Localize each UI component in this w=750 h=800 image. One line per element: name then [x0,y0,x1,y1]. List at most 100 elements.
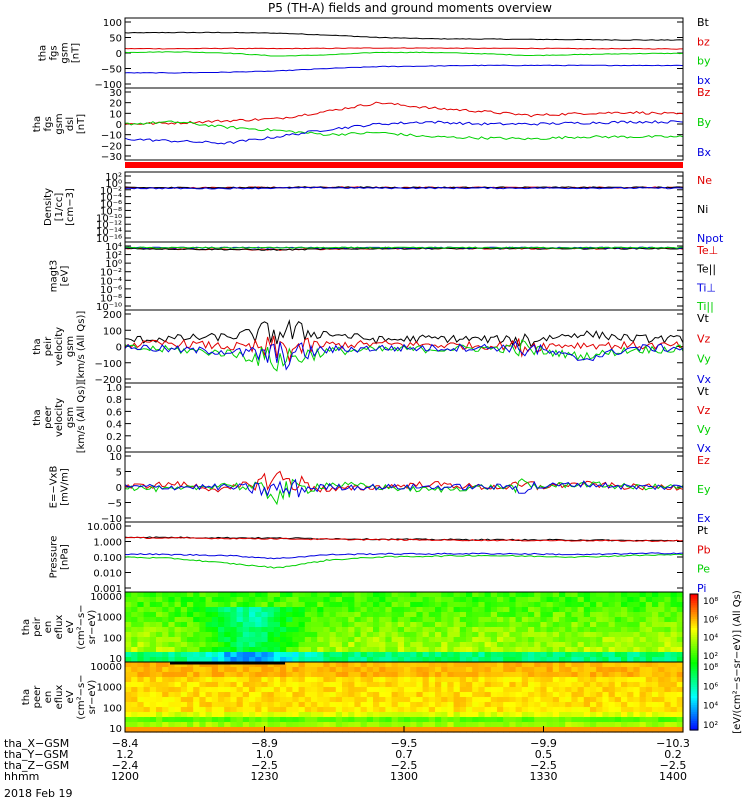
heat-cell [261,692,269,698]
heat-cell [497,602,504,608]
heat-cell [534,697,541,703]
heat-cell [230,632,238,638]
heat-cell [577,592,585,598]
panel-9-ytick-2: 100 [103,633,122,644]
heat-cell [509,657,517,663]
heat-cell [255,622,262,628]
heat-cell [149,622,157,628]
heat-cell [286,677,293,683]
heat-cell [602,632,610,638]
heat-cell [472,672,479,678]
heat-cell [621,622,628,628]
heat-cell [335,677,343,683]
panel-7-ylabel-0: E=−VxB [49,466,60,509]
heat-cell [515,592,523,598]
heat-cell [317,667,324,673]
heat-cell [466,612,473,618]
heat-cell [472,637,479,643]
heat-cell [323,607,331,613]
heat-cell [280,627,287,633]
heat-cell [323,672,331,678]
heat-cell [478,642,486,648]
heat-cell [187,632,194,638]
heat-cell [652,652,659,658]
colorbar-tick-0-2: 10⁴ [703,634,718,644]
heat-cell [205,647,213,653]
heat-cell [639,617,647,623]
heat-cell [156,672,163,678]
heat-cell [583,602,591,608]
heat-cell [602,592,610,598]
heat-cell [249,612,256,618]
heat-cell [311,612,318,618]
heat-cell [441,622,448,628]
heat-cell [515,662,523,668]
heat-cell [168,607,176,613]
heat-cell [131,652,138,658]
heat-cell [143,677,151,683]
heat-cell [317,657,324,663]
heat-cell [342,607,349,613]
heat-cell [329,617,337,623]
heat-cell [664,712,672,718]
heat-cell [453,712,461,718]
heat-cell [608,667,616,673]
heat-cell [435,622,442,628]
heat-cell [546,722,554,728]
heat-cell [342,622,349,628]
heat-cell [490,722,498,728]
heat-cell [156,697,163,703]
heat-cell [652,682,659,688]
heat-cell [447,712,455,718]
heat-cell [323,712,331,718]
heat-cell [676,597,684,603]
heat-cell [249,657,256,663]
heat-cell [298,617,306,623]
heat-cell [280,682,287,688]
heat-cell [311,632,318,638]
heat-cell [323,717,331,723]
legend-3-2: Npot [697,232,724,245]
heat-cell [261,672,269,678]
heat-cell [633,712,641,718]
heat-cell [193,632,200,638]
heat-cell [664,677,672,683]
heat-cell [602,722,610,728]
heat-cell [484,652,492,658]
heat-cell [577,677,585,683]
heat-cell [261,622,269,628]
colorbar-step [690,677,698,681]
heat-cell [422,592,430,598]
panel-2-ylabel-1: fgs [43,116,54,131]
heat-cell [621,687,628,693]
heat-cell [360,702,368,708]
heat-cell [261,657,269,663]
heat-cell [348,652,355,658]
heat-cell [633,672,641,678]
heat-cell [602,637,610,643]
heat-cell [410,617,417,623]
heat-cell [180,722,188,728]
heat-cell [311,687,318,693]
heat-cell [583,692,591,698]
heat-cell [633,687,641,693]
heat-cell [379,657,386,663]
heat-cell [224,687,231,693]
heat-cell [342,592,349,598]
heat-cell [645,632,653,638]
heat-cell [652,647,659,653]
heat-cell [528,702,535,708]
heat-cell [280,697,287,703]
heat-cell [602,627,610,633]
heat-cell [335,717,343,723]
heat-cell [633,602,641,608]
heat-cell [441,682,448,688]
heat-cell [342,617,349,623]
heat-cell [447,707,455,713]
heat-cell [137,722,145,728]
heat-cell [131,692,138,698]
colorbar-step [690,659,698,663]
heat-cell [540,597,548,603]
heat-cell [453,672,461,678]
